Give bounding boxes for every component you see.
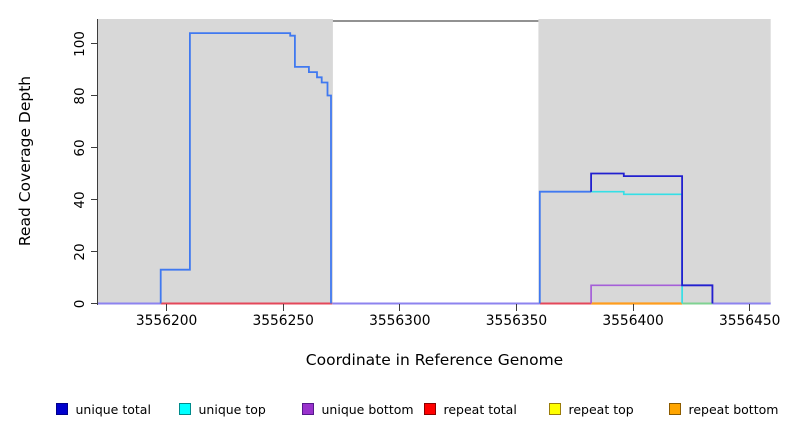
x-tick [632, 304, 634, 311]
x-tick-label: 3556400 [602, 313, 664, 329]
y-axis-line [97, 19, 99, 305]
y-tick-label: 0 [72, 299, 88, 308]
plot-canvas [98, 19, 771, 305]
y-tick-label: 40 [72, 190, 88, 209]
unique-total-line-right-low [538, 190, 592, 304]
x-tick [282, 304, 284, 311]
y-tick-label: 60 [72, 138, 88, 157]
y-tick [90, 198, 98, 201]
legend-label: unique bottom [321, 401, 414, 417]
legend-item-repeat-top: repeat top [549, 399, 634, 419]
legend-swatch-icon [424, 403, 436, 415]
repeat-region-left [98, 19, 333, 304]
x-axis-title: Coordinate in Reference Genome [305, 351, 564, 369]
legend-item-unique-bottom: unique bottom [302, 399, 414, 419]
legend-item-repeat-bottom: repeat bottom [669, 399, 778, 419]
legend-swatch-icon [56, 403, 68, 415]
unique-total-line-right-high [590, 172, 714, 304]
y-tick-label: 20 [72, 242, 88, 261]
y-tick [90, 146, 98, 149]
legend-label: repeat total [443, 401, 517, 417]
y-tick [90, 302, 98, 305]
y-tick [90, 42, 98, 45]
legend-item-repeat-total: repeat total [424, 399, 517, 419]
y-tick-label: 100 [72, 30, 88, 57]
legend-label: repeat top [568, 401, 634, 417]
legend-item-unique-total: unique total [56, 399, 151, 419]
legend-label: unique total [75, 401, 151, 417]
legend-swatch-icon [179, 403, 191, 415]
legend: unique total unique top unique bottom repea… [0, 399, 792, 421]
x-tick-label: 3556350 [485, 313, 548, 329]
unique-total-line-left [159, 32, 332, 304]
x-tick [749, 304, 751, 311]
x-tick [399, 304, 401, 311]
legend-swatch-icon [302, 403, 314, 415]
x-tick-label: 3556200 [135, 313, 198, 329]
legend-swatch-icon [669, 403, 681, 415]
x-tick [515, 304, 518, 311]
legend-label: repeat bottom [688, 401, 779, 417]
legend-item-unique-top: unique top [179, 399, 266, 419]
repeat-region-right [538, 19, 771, 304]
y-tick-label: 80 [72, 86, 88, 105]
y-axis-title: Read Coverage Depth [16, 75, 34, 247]
x-tick-label: 3556450 [718, 313, 781, 329]
plot-area [98, 19, 771, 305]
y-tick [90, 250, 98, 253]
legend-swatch-icon [549, 403, 561, 415]
y-tick [90, 94, 98, 97]
x-tick [166, 304, 168, 311]
x-tick-label: 3556250 [252, 313, 314, 329]
legend-label: unique top [198, 401, 266, 417]
x-tick-label: 3556300 [369, 313, 431, 329]
